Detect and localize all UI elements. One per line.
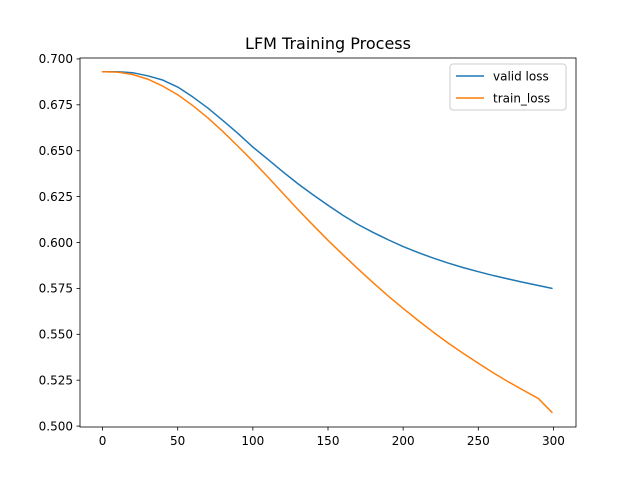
axes: 0 50 100 150 200 250 300 0.500 0.525 0.550 0.575 0.… — [39, 52, 577, 448]
chart-title: LFM Training Process — [245, 34, 411, 53]
y-tick-label: 0.600 — [39, 236, 73, 250]
legend: valid loss train_loss — [449, 63, 567, 111]
legend-label-valid-loss: valid loss — [493, 69, 549, 83]
x-tick-label: 150 — [317, 434, 340, 448]
x-tick-label: 200 — [392, 434, 415, 448]
x-tick-label: 50 — [170, 434, 185, 448]
y-tick-label: 0.575 — [39, 282, 73, 296]
x-tick-label: 300 — [542, 434, 565, 448]
y-tick-label: 0.700 — [39, 52, 73, 66]
x-tick-label: 100 — [241, 434, 264, 448]
x-tick-label: 0 — [99, 434, 107, 448]
y-tick-label: 0.500 — [39, 419, 73, 433]
legend-label-train-loss: train_loss — [493, 91, 550, 105]
series-line-valid-loss — [101, 71, 553, 290]
x-tick-label: 250 — [467, 434, 490, 448]
y-tick-label: 0.650 — [39, 144, 73, 158]
y-tick-label: 0.675 — [39, 98, 73, 112]
y-tick-label: 0.625 — [39, 190, 73, 204]
y-tick-label: 0.525 — [39, 373, 73, 387]
y-tick-label: 0.550 — [39, 328, 73, 342]
plot-area — [101, 71, 553, 414]
series-line-train-loss — [101, 71, 553, 414]
